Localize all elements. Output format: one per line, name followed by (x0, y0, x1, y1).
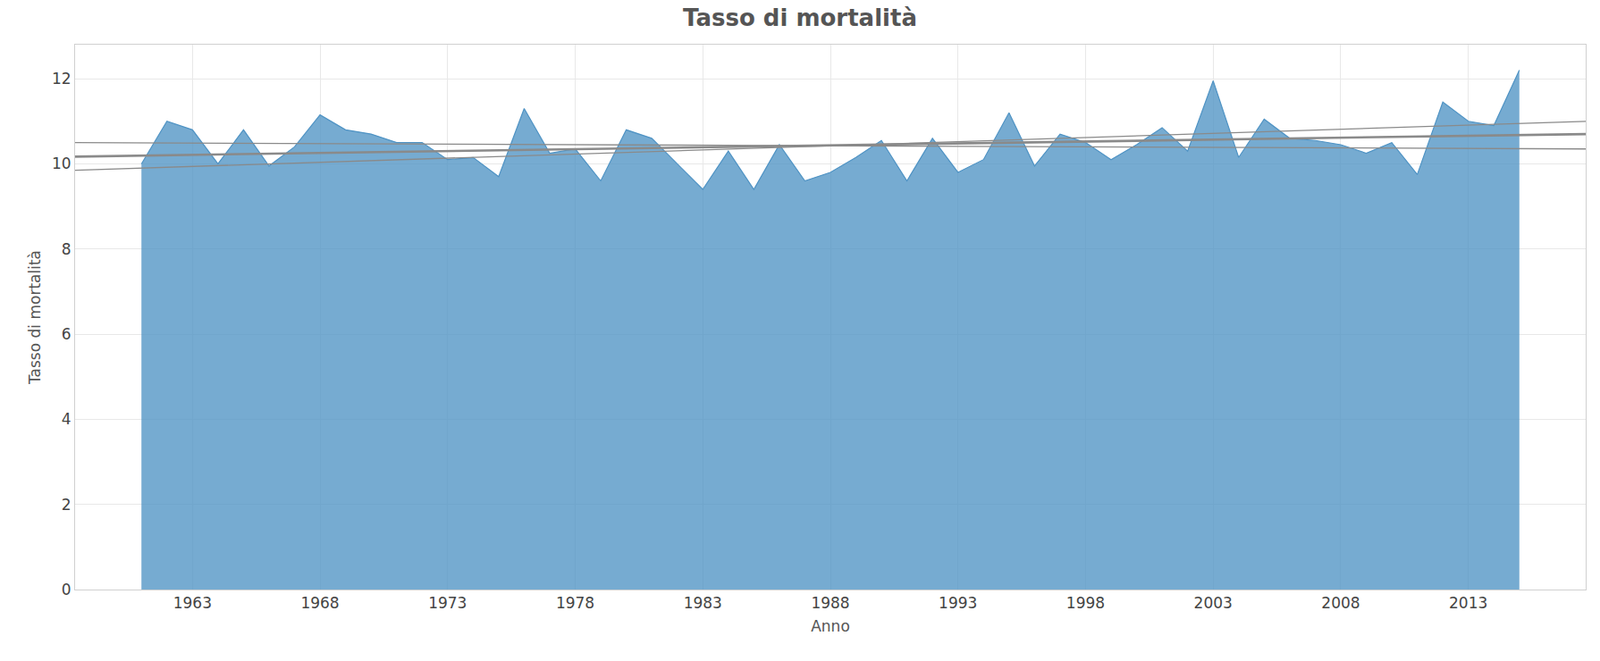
svg-text:Tasso di mortalità: Tasso di mortalità (682, 4, 918, 32)
svg-text:12: 12 (51, 69, 72, 88)
svg-text:2: 2 (61, 496, 72, 514)
svg-text:1973: 1973 (428, 594, 467, 613)
svg-text:1978: 1978 (555, 594, 595, 613)
svg-text:0: 0 (61, 581, 72, 599)
svg-text:Anno: Anno (810, 617, 851, 636)
svg-text:8: 8 (61, 240, 72, 259)
svg-text:10: 10 (51, 154, 72, 173)
svg-text:2008: 2008 (1321, 594, 1360, 613)
svg-text:6: 6 (61, 325, 72, 344)
svg-text:1983: 1983 (683, 594, 723, 613)
svg-text:1968: 1968 (300, 594, 339, 613)
svg-text:1988: 1988 (810, 594, 850, 613)
svg-text:1963: 1963 (173, 594, 212, 613)
svg-text:Tasso di mortalità: Tasso di mortalità (25, 250, 44, 386)
svg-text:1998: 1998 (1066, 594, 1105, 613)
svg-text:2003: 2003 (1194, 594, 1233, 613)
svg-text:1993: 1993 (938, 594, 977, 613)
svg-text:4: 4 (61, 410, 72, 429)
svg-text:2013: 2013 (1448, 594, 1488, 613)
